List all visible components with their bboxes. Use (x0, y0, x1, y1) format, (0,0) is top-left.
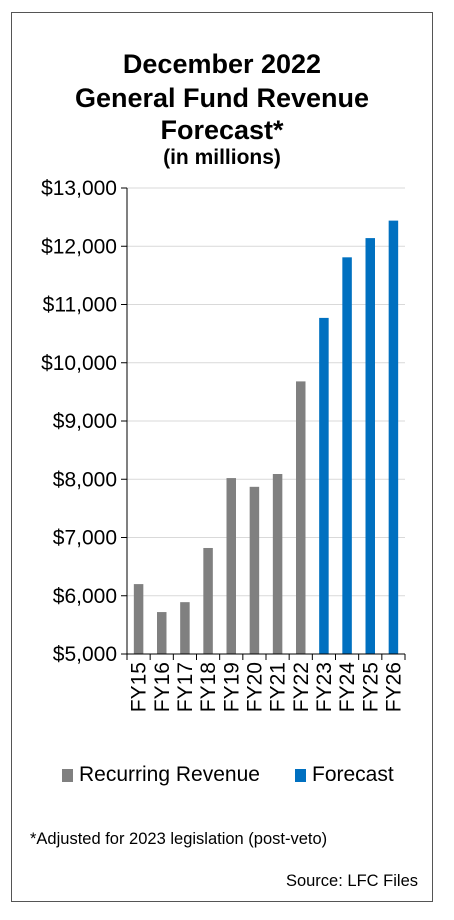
bar-fy20 (249, 486, 260, 654)
chart-frame (11, 12, 433, 902)
bar-fy25 (365, 238, 375, 654)
y-tick-label: $13,000 (41, 177, 117, 200)
legend: Recurring Revenue Forecast (0, 760, 454, 790)
legend-swatch-recurring-revenue (62, 768, 73, 782)
y-tick-label: $5,000 (53, 643, 117, 666)
bar-fy16 (157, 612, 167, 654)
y-tick-label: $6,000 (53, 585, 117, 608)
y-tick-label: $7,000 (53, 527, 117, 550)
x-tick-label: FY25 (359, 662, 382, 712)
gridlines (127, 187, 405, 597)
x-tick-label: FY16 (151, 662, 174, 712)
chart-title-line-1: December 2022 (122, 49, 322, 79)
x-tick-label: FY24 (336, 662, 359, 713)
bar-fy21 (272, 474, 283, 654)
x-tick-label: FY22 (290, 662, 313, 712)
chart-title-line-3: Forecast* (160, 115, 284, 145)
y-tick-label: $9,000 (53, 410, 117, 433)
x-axis-ticks: FY15 FY16 FY17 FY18 FY19 FY20 FY21 FY22 FY23 FY24… (126, 654, 406, 713)
bar-fy19 (226, 478, 236, 654)
legend-item-recurring-revenue: Recurring Revenue (62, 760, 260, 790)
chart-subtitle: (in millions) (163, 146, 281, 169)
y-tick-label: $11,000 (43, 294, 117, 317)
x-tick-label: FY23 (313, 662, 336, 712)
x-tick-label: FY15 (128, 662, 151, 712)
bar-chart: $5,000 $6,000 $7,000 $8,000 $9,000 $10,000 $11… (41, 177, 406, 713)
bar-fy23 (319, 317, 329, 654)
footnote: *Adjusted for 2023 legislation (post-vet… (30, 830, 328, 848)
source-note: Source: LFC Files (285, 872, 418, 890)
bar-fy26 (388, 220, 399, 654)
x-tick-label: FY20 (243, 662, 266, 712)
bar-fy18 (203, 547, 213, 654)
x-tick-label: FY26 (382, 662, 405, 712)
y-tick-label: $12,000 (41, 235, 117, 258)
x-tick-label: FY19 (220, 662, 243, 712)
bars (133, 220, 399, 654)
legend-label-forecast: Forecast (312, 763, 394, 786)
bar-fy15 (133, 584, 144, 654)
x-tick-label: FY18 (197, 662, 220, 712)
y-tick-label: $10,000 (41, 352, 117, 375)
chart-title-line-2: General Fund Revenue (74, 83, 370, 113)
bar-fy24 (342, 257, 352, 654)
legend-swatch-forecast (295, 768, 306, 782)
legend-item-forecast: Forecast (295, 760, 394, 790)
legend-label-recurring-revenue: Recurring Revenue (79, 763, 260, 786)
bar-fy17 (180, 602, 190, 654)
x-tick-label: FY21 (267, 662, 290, 712)
y-axis-ticks: $5,000 $6,000 $7,000 $8,000 $9,000 $10,000 $11… (41, 177, 127, 666)
x-tick-label: FY17 (174, 662, 197, 712)
bar-fy22 (296, 381, 306, 654)
y-tick-label: $8,000 (53, 468, 117, 491)
